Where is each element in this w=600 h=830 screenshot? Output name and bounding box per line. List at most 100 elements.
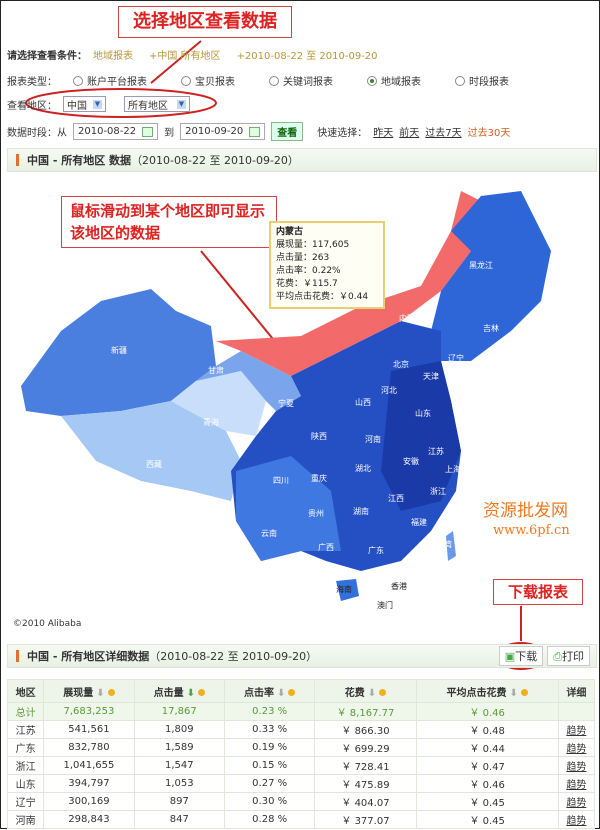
province-label[interactable]: 广东: [368, 545, 384, 555]
help-icon: [520, 688, 528, 696]
province-label[interactable]: 重庆: [311, 473, 327, 483]
trend-link[interactable]: 趋势: [566, 816, 587, 827]
province-label[interactable]: 浙江: [430, 486, 446, 496]
table-cell: 河南: [6, 810, 45, 829]
province-label[interactable]: 上海: [445, 464, 461, 474]
col-cost[interactable]: 花费 ⬇: [314, 679, 417, 703]
province-label[interactable]: 青海: [203, 417, 219, 427]
province-label[interactable]: 辽宁: [448, 353, 464, 363]
table-cell: 897: [133, 792, 225, 811]
table-cell: ￥ 377.07: [314, 810, 417, 829]
total-cell: 0.23 %: [223, 702, 316, 721]
region-select-row: 查看地区： 中国 ▼ 所有地区 ▼: [7, 96, 190, 112]
province-label[interactable]: 山西: [355, 397, 371, 407]
table-cell: 江苏: [6, 720, 45, 739]
trend-link[interactable]: 趋势: [566, 726, 587, 737]
province-label[interactable]: 西藏: [146, 459, 162, 469]
province-label[interactable]: 安徽: [403, 456, 419, 466]
tooltip-cost: 花费：￥115.7: [276, 279, 338, 289]
province-label[interactable]: 黑龙江: [469, 260, 493, 270]
table-cell: 541,561: [43, 720, 135, 739]
date-to-input[interactable]: 2010-09-20: [180, 123, 266, 140]
province-label[interactable]: 澳门: [377, 600, 393, 610]
trend-link[interactable]: 趋势: [566, 798, 587, 809]
trend-link[interactable]: 趋势: [566, 780, 587, 791]
download-button[interactable]: ▣下载: [498, 646, 544, 666]
table-row: 浙江 1,041,655 1,547 0.15 % ￥ 728.41 ￥ 0.47 趋势: [6, 756, 596, 775]
province-label[interactable]: 北京: [393, 359, 409, 369]
province-label[interactable]: 四川: [273, 476, 289, 485]
table-cell: 浙江: [6, 756, 45, 775]
radio-time[interactable]: 时段报表: [455, 73, 509, 88]
table-row: 辽宁 300,169 897 0.30 % ￥ 404.07 ￥ 0.45 趋势: [6, 792, 596, 811]
province-label[interactable]: 甘肃: [208, 365, 224, 375]
province-label[interactable]: 福建: [411, 517, 427, 527]
province-label[interactable]: 湖北: [355, 464, 371, 473]
province-label[interactable]: 天津: [423, 371, 439, 381]
province-label[interactable]: 湖南: [353, 506, 369, 516]
print-button[interactable]: ⎙打印: [547, 646, 590, 666]
province-label[interactable]: 江苏: [428, 446, 444, 456]
table-cell: ￥ 475.89: [314, 774, 417, 793]
radio-keyword[interactable]: 关键词报表: [269, 73, 333, 88]
help-icon: [107, 688, 115, 696]
province-label[interactable]: 陕西: [311, 431, 327, 441]
help-icon: [197, 688, 205, 696]
watermark: 资源批发网 www.6pf.cn: [483, 501, 570, 538]
quick-day-before[interactable]: 前天: [399, 128, 420, 139]
radio-region[interactable]: 地域报表: [367, 73, 421, 88]
table-cell: 298,843: [43, 810, 135, 829]
table-cell: ￥ 699.29: [314, 738, 417, 757]
province-label[interactable]: 香港: [391, 581, 407, 591]
total-cell: ￥ 0.46: [415, 702, 559, 721]
sort-arrow-icon: ⬇: [96, 687, 105, 699]
province-label[interactable]: 河南: [365, 434, 381, 444]
province-label[interactable]: 贵州: [308, 508, 324, 518]
table-cell: 1,041,655: [43, 756, 135, 775]
report-type-group: 报表类型： 账户平台报表 宝贝报表 关键词报表 地域报表 时段报表: [7, 73, 537, 88]
province-label[interactable]: 宁夏: [278, 398, 294, 408]
radio-account[interactable]: 账户平台报表: [73, 73, 147, 88]
radio-item[interactable]: 宝贝报表: [181, 73, 235, 88]
col-clicks[interactable]: 点击量 ⬇: [133, 679, 225, 703]
sort-arrow-icon: ⬇: [186, 687, 195, 699]
calendar-icon[interactable]: [142, 126, 154, 137]
province-label[interactable]: 吉林: [483, 323, 499, 333]
col-ctr[interactable]: 点击率 ⬇: [223, 679, 316, 703]
table-cell: 1,547: [133, 756, 225, 775]
province-label[interactable]: 新疆: [111, 345, 127, 355]
table-cell: ￥ 0.45: [415, 810, 559, 829]
province-label[interactable]: 山东: [415, 408, 431, 418]
quick-30-days[interactable]: 过去30天: [467, 128, 511, 139]
province-label[interactable]: 广西: [318, 542, 334, 552]
col-impressions[interactable]: 展现量 ⬇: [43, 679, 135, 703]
area-select[interactable]: 所有地区 ▼: [124, 96, 190, 112]
condition-region: +中国 所有地区: [149, 51, 221, 62]
table-cell: 0.15 %: [223, 756, 316, 775]
total-cell: 17,867: [133, 702, 225, 721]
quick-7-days[interactable]: 过去7天: [425, 128, 462, 139]
view-button[interactable]: 查看: [271, 122, 304, 141]
col-avg-cpc[interactable]: 平均点击花费 ⬇: [415, 679, 559, 703]
trend-link[interactable]: 趋势: [566, 762, 587, 773]
province-label[interactable]: 内蒙古: [399, 313, 423, 323]
calendar-icon[interactable]: [249, 126, 261, 137]
date-from-input[interactable]: 2010-08-22: [73, 123, 159, 140]
quick-yesterday[interactable]: 昨天: [373, 128, 394, 139]
province-label[interactable]: 台湾: [436, 539, 452, 549]
country-select[interactable]: 中国 ▼: [63, 96, 106, 112]
province-label[interactable]: 河北: [381, 385, 397, 395]
trend-link[interactable]: 趋势: [566, 744, 587, 755]
chevron-down-icon: ▼: [93, 99, 102, 109]
table-cell: 847: [133, 810, 225, 829]
table-cell: 辽宁: [6, 792, 45, 811]
province-label[interactable]: 江西: [388, 494, 404, 503]
map-title: 中国 - 所有地区 数据: [27, 154, 132, 167]
province-label[interactable]: 海南: [336, 584, 352, 594]
table-cell: 0.19 %: [223, 738, 316, 757]
province-label[interactable]: 云南: [261, 528, 277, 538]
region-gansu: [196, 351, 301, 411]
table-cell: ￥ 866.30: [314, 720, 417, 739]
condition-report: 地域报表: [93, 51, 133, 62]
